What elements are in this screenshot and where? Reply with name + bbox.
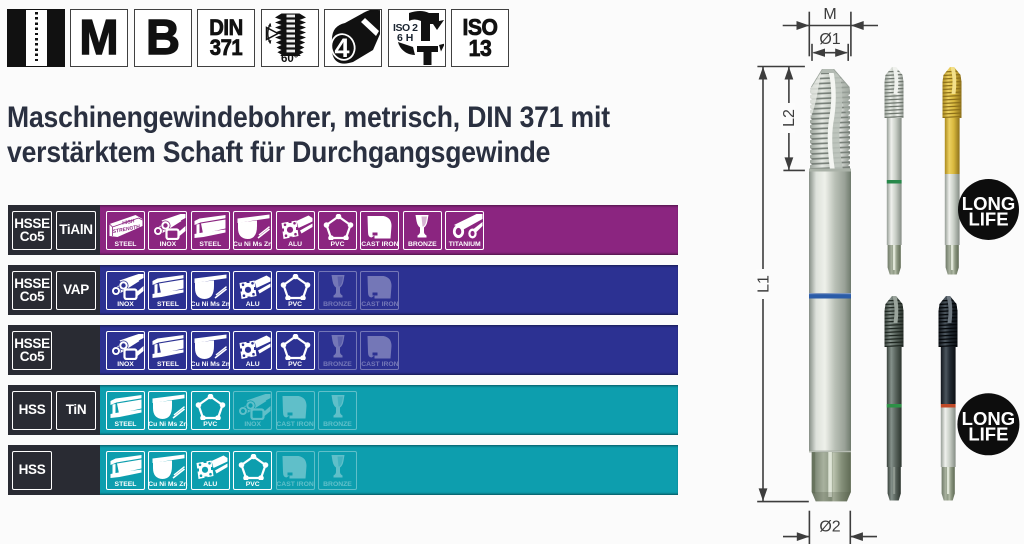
svg-text:L1: L1 — [756, 275, 773, 293]
svg-text:LIFE: LIFE — [968, 209, 1008, 230]
svg-text:LIFE: LIFE — [968, 424, 1008, 445]
svg-text:Ø1: Ø1 — [819, 31, 840, 48]
svg-text:STRENGTH: STRENGTH — [112, 224, 141, 235]
svg-text:ISO 2: ISO 2 — [393, 22, 418, 34]
svg-text:4: 4 — [335, 33, 350, 63]
svg-text:6 H: 6 H — [397, 32, 413, 44]
svg-text:L2: L2 — [781, 109, 798, 127]
svg-text:Ø2: Ø2 — [819, 519, 840, 536]
svg-text:LONG: LONG — [962, 408, 1015, 429]
svg-text:HIGH: HIGH — [121, 218, 135, 226]
svg-text:LONG: LONG — [962, 193, 1015, 214]
svg-text:M: M — [823, 6, 836, 23]
